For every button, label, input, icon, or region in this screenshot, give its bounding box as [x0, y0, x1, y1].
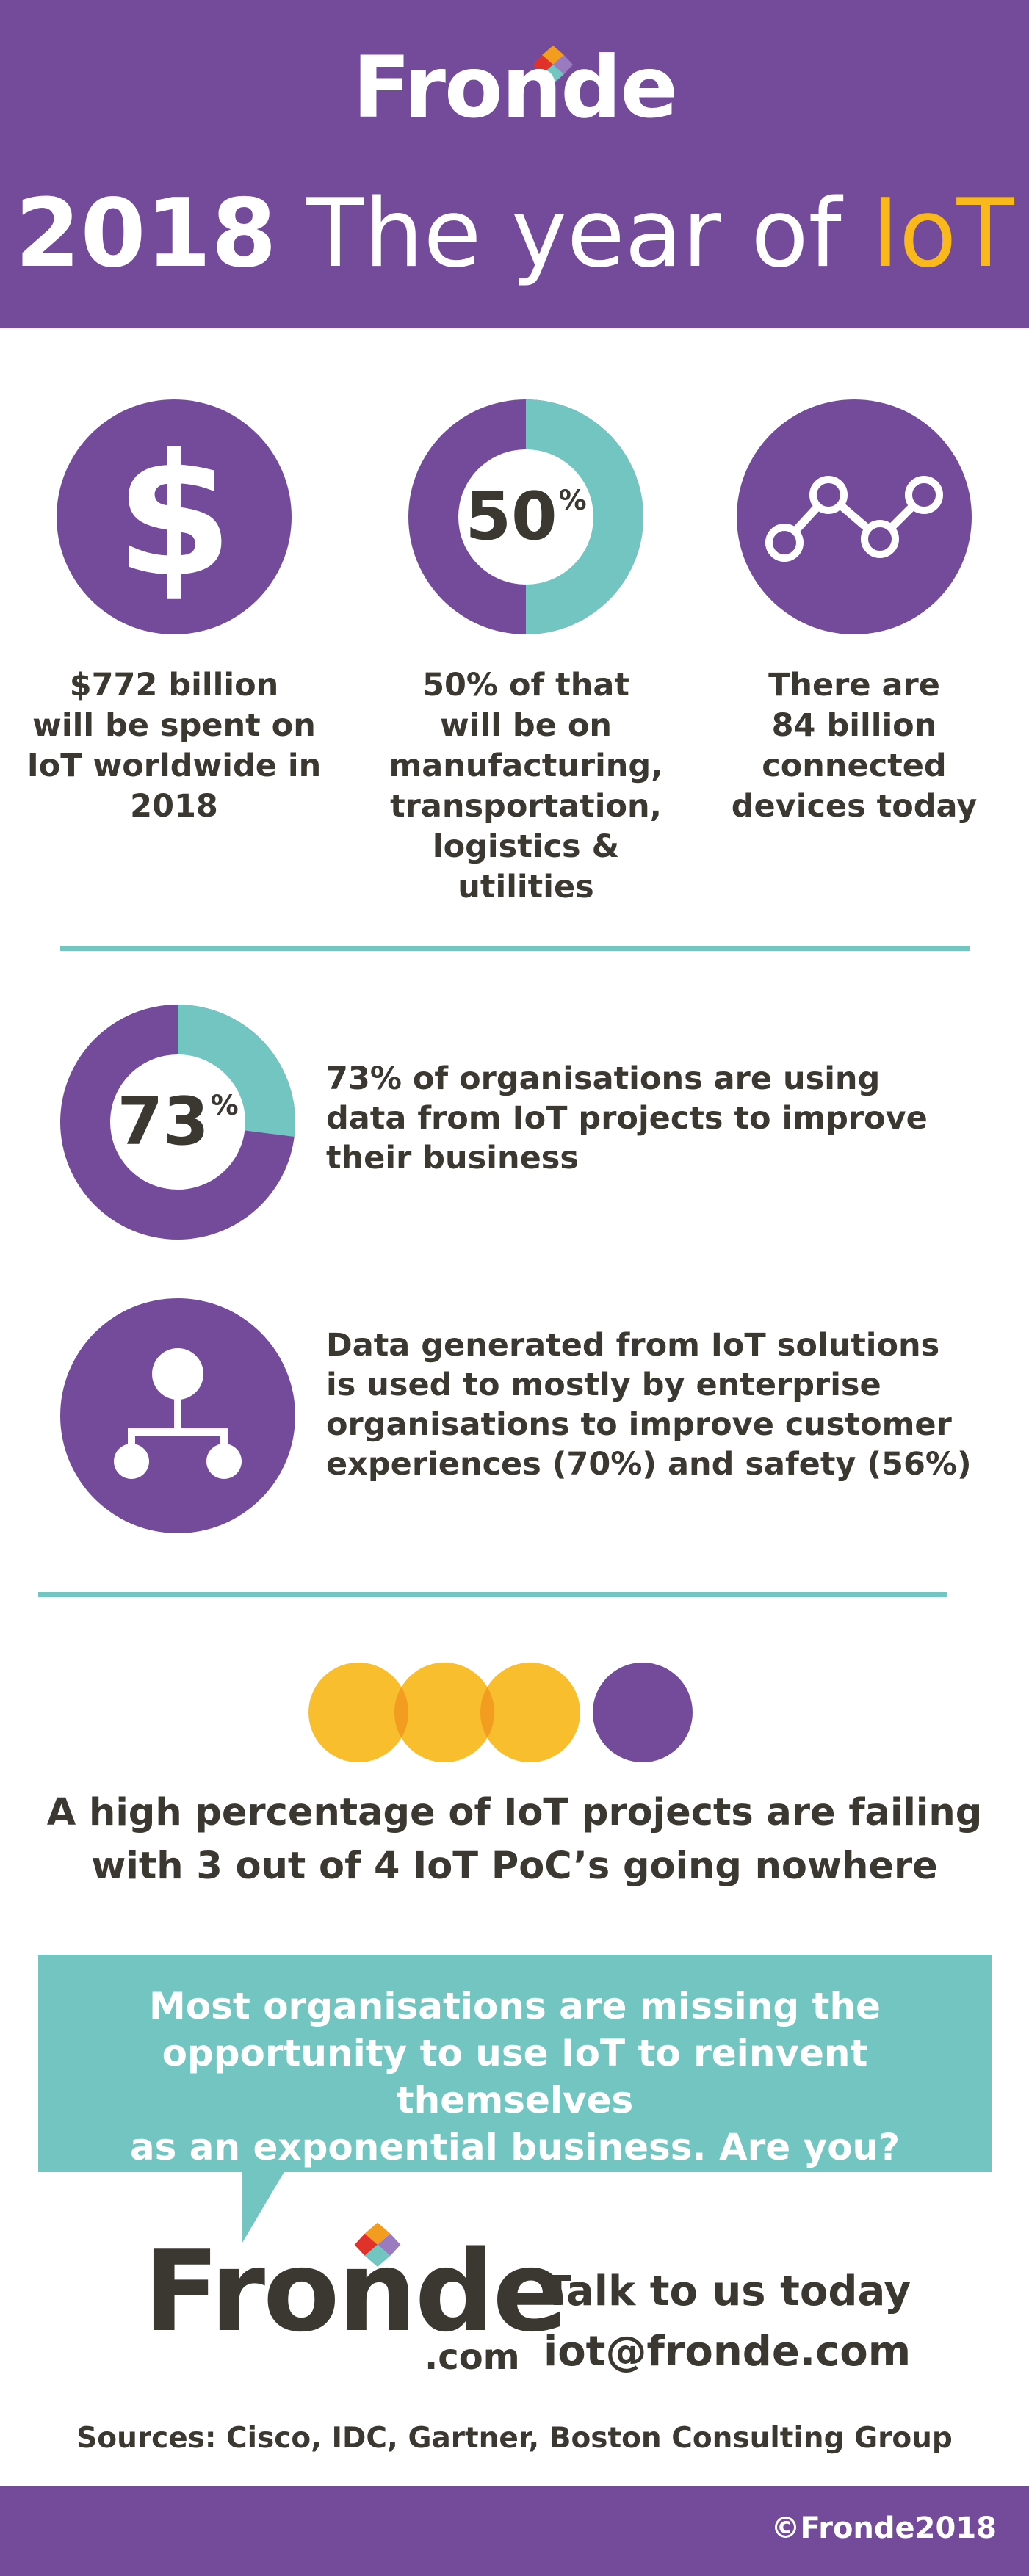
sources-text: Sources: Cisco, IDC, Gartner, Boston Con… — [76, 2422, 953, 2455]
callout-text: Most organisations are missing the oppor… — [38, 1983, 992, 2171]
stat-line: devices today — [731, 788, 978, 825]
footer-bar — [0, 2486, 1029, 2576]
row-line: Data generated from IoT solutions — [326, 1327, 940, 1364]
callout-tail — [242, 2171, 285, 2243]
circle-overlap — [394, 1687, 408, 1738]
dollar-icon: $ — [115, 419, 234, 615]
stat-spending-text: $772 billion will be spent on IoT worldw… — [15, 665, 333, 827]
donut-number: 50 — [465, 478, 557, 555]
donut-unit: % — [210, 1088, 239, 1121]
pinwheel-logo-icon — [533, 46, 573, 84]
stat-line: 50% of that — [422, 667, 629, 703]
headline-highlight: IoT — [871, 179, 1014, 289]
donut-value: 50% — [465, 484, 586, 550]
stat-line: $772 billion — [69, 667, 279, 703]
dollar-circle: $ — [57, 399, 292, 634]
header-banner — [0, 0, 1029, 328]
stat-line: IoT worldwide in — [26, 748, 322, 784]
contact-heading: Talk to us today — [544, 2268, 911, 2315]
stat-line: will be spent on — [32, 707, 316, 744]
failing-project-circle — [308, 1663, 408, 1762]
row-line: 73% of organisations are using — [326, 1060, 881, 1097]
donut-unit: % — [558, 483, 587, 516]
stat-line: connected — [762, 748, 947, 784]
row-line: experiences (70%) and safety (56%) — [326, 1446, 972, 1483]
stat-line: manufacturing, — [389, 748, 663, 784]
stat-line: 2018 — [130, 788, 218, 825]
stat-devices-text: There are 84 billion connected devices t… — [705, 665, 1003, 827]
failing-line: A high percentage of IoT projects are fa… — [46, 1791, 983, 1834]
graph-circle — [737, 399, 972, 634]
callout-line: opportunity to use IoT to reinvent thems… — [162, 2032, 868, 2121]
failing-project-circle — [394, 1663, 494, 1762]
footer-logo-suffix: .com — [425, 2337, 520, 2378]
donut-number: 73 — [117, 1083, 209, 1160]
stat-line: There are — [768, 667, 940, 703]
callout-question: Are you? — [718, 2126, 900, 2168]
row-line: their business — [326, 1140, 579, 1176]
failing-projects-text: A high percentage of IoT projects are fa… — [0, 1786, 1029, 1893]
pinwheel-logo-icon — [354, 2222, 401, 2268]
callout-line-start: as an exponential business. — [129, 2126, 719, 2168]
circle-overlap — [480, 1687, 494, 1738]
row-line: organisations to improve customer — [326, 1406, 952, 1443]
callout-line: as an exponential business. Are you? — [38, 2124, 992, 2171]
donut-center: 73% — [110, 1054, 245, 1190]
footer-logo: Fronde — [143, 2226, 568, 2356]
donut-value: 73% — [117, 1089, 238, 1155]
divider — [60, 946, 970, 951]
hierarchy-circle — [60, 1298, 295, 1533]
headline-year: 2018 — [15, 179, 277, 289]
callout-box — [38, 1955, 992, 2172]
donut-center: 50% — [458, 449, 593, 585]
row-line: is used to mostly by enterprise — [326, 1367, 881, 1403]
row-line: data from IoT projects to improve — [326, 1100, 928, 1137]
stat-line: will be on — [440, 707, 612, 744]
hierarchy-icon — [114, 1348, 242, 1479]
copyright-text: ©Fronde2018 — [770, 2511, 997, 2545]
row-organisations-text: 73% of organisations are using data from… — [326, 1059, 987, 1178]
page-title: 2018 The year of IoT — [0, 187, 1029, 281]
failing-line: with 3 out of 4 IoT PoC’s going nowhere — [91, 1845, 938, 1888]
callout-line: Most organisations are missing the — [149, 1985, 881, 2027]
header-logo: Fronde — [352, 38, 678, 137]
contact-email-link[interactable]: iot@fronde.com — [544, 2328, 911, 2376]
row-data-usage-text: Data generated from IoT solutions is use… — [326, 1325, 1002, 1484]
failing-project-circle — [480, 1663, 580, 1762]
stat-sector-text: 50% of that will be on manufacturing, tr… — [360, 665, 692, 908]
divider — [38, 1592, 947, 1597]
stat-line: transportation, — [390, 788, 662, 825]
headline-mid: The year of — [276, 179, 872, 289]
stat-line: logistics & utilities — [432, 828, 620, 905]
stat-line: 84 billion — [771, 707, 937, 744]
succeeding-project-circle — [593, 1663, 693, 1762]
project-circles — [308, 1663, 693, 1762]
line-graph-icon — [765, 476, 943, 562]
